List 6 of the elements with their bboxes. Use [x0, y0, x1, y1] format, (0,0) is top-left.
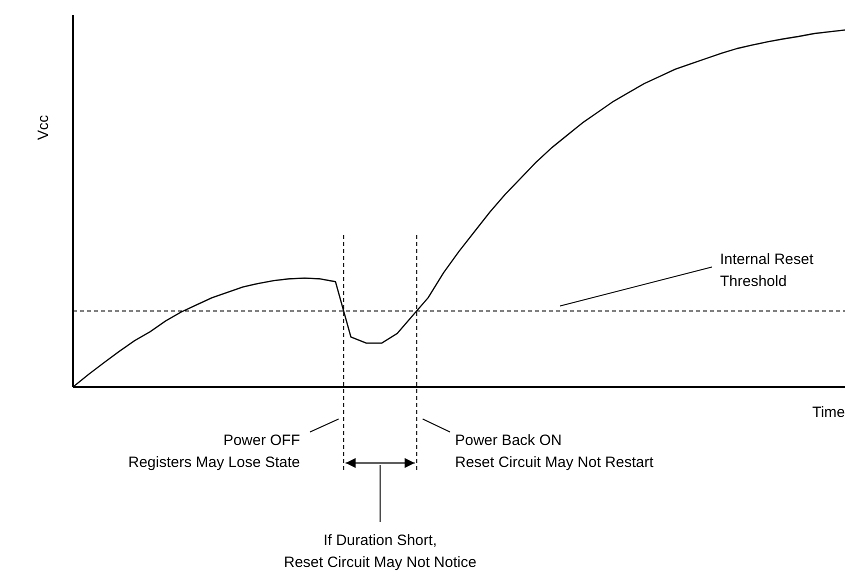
text: Power Back ON Reset Circuit May Not Restart: [455, 432, 654, 471]
y-axis-title: Vcc: [35, 114, 52, 140]
text: If Duration Short, Reset Circuit May Not Notice: [284, 532, 476, 571]
ref-line-label: Internal Reset Threshold: [720, 250, 814, 290]
text: Power OFF Registers May Lose State: [128, 432, 300, 471]
x-axis-title: Time: [812, 404, 845, 421]
